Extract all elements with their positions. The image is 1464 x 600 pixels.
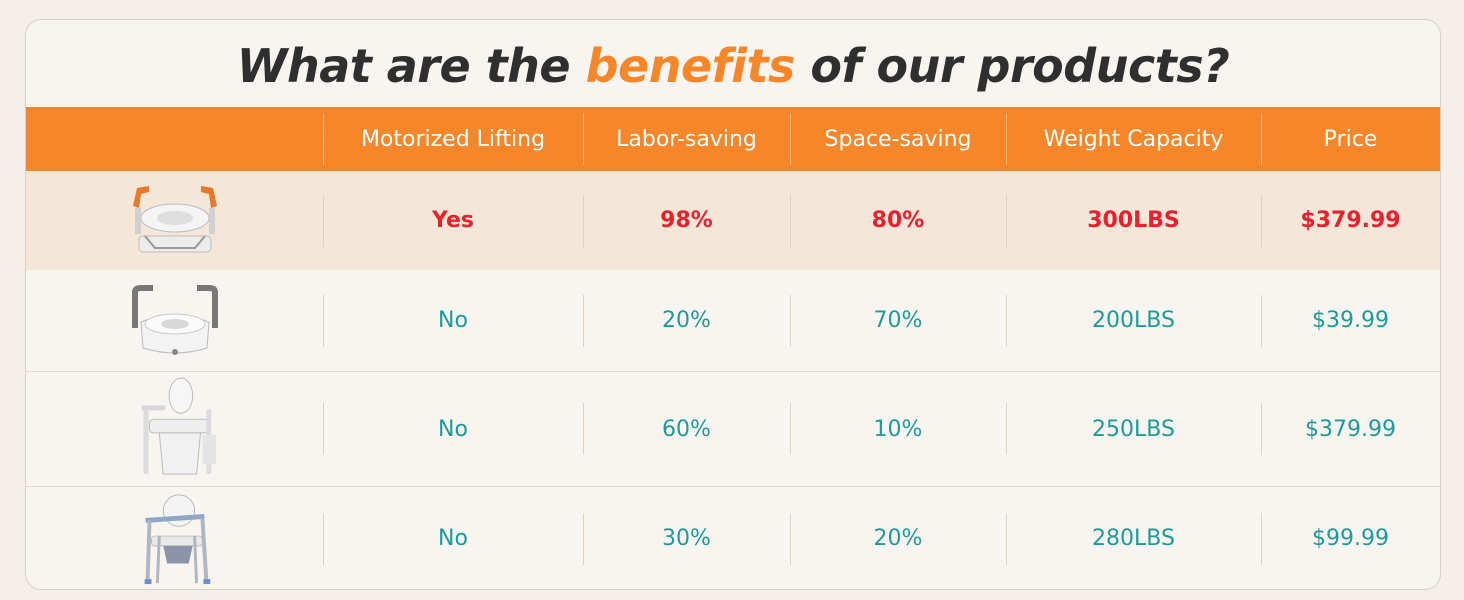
toilet-frame-icon — [141, 377, 216, 475]
comparison-table: Motorized Lifting Labor-saving Space-sav… — [26, 107, 1440, 589]
table-row: No 60% 10% 250LBS $379.99 — [26, 372, 1440, 487]
labor-saving-value: 60% — [583, 403, 790, 455]
weight-capacity-value: 200LBS — [1006, 294, 1261, 347]
page-title: What are the benefits of our products? — [26, 38, 1440, 94]
header-price: Price — [1261, 113, 1440, 165]
header-weight-capacity: Weight Capacity — [1006, 113, 1261, 165]
header-image-column — [26, 113, 323, 165]
space-saving-value: 10% — [790, 403, 1006, 455]
table-row: No 20% 70% 200LBS $39.99 — [26, 270, 1440, 372]
title-start: What are the — [236, 39, 586, 93]
space-saving-value: 80% — [790, 194, 1006, 247]
price-value: $99.99 — [1261, 512, 1440, 565]
commode-chair-icon — [144, 493, 210, 584]
header-space-saving: Space-saving — [790, 113, 1006, 165]
title-highlight: benefits — [585, 39, 796, 93]
table-row: No 30% 20% 280LBS $99.99 — [26, 487, 1440, 589]
table-header: Motorized Lifting Labor-saving Space-sav… — [26, 107, 1440, 171]
motorized-lifting-value: Yes — [323, 194, 583, 247]
product-image-toilet-frame — [26, 375, 323, 483]
product-image-raised-seat — [26, 276, 323, 366]
weight-capacity-value: 300LBS — [1006, 194, 1261, 247]
motorized-lifting-value: No — [323, 403, 583, 455]
labor-saving-value: 30% — [583, 512, 790, 565]
motorized-lifting-value: No — [323, 512, 583, 565]
weight-capacity-value: 280LBS — [1006, 512, 1261, 565]
comparison-card: What are the benefits of our products? M… — [25, 19, 1441, 590]
motorized-lifting-value: No — [323, 294, 583, 347]
space-saving-value: 70% — [790, 294, 1006, 347]
title-end: of our products? — [794, 39, 1230, 93]
price-value: $379.99 — [1261, 194, 1440, 247]
header-labor-saving: Labor-saving — [583, 113, 790, 165]
raised-seat-icon — [131, 284, 218, 355]
product-image-commode-chair — [26, 490, 323, 588]
weight-capacity-value: 250LBS — [1006, 403, 1261, 455]
price-value: $379.99 — [1261, 403, 1440, 455]
price-value: $39.99 — [1261, 294, 1440, 347]
product-image-motorized-riser — [26, 176, 323, 266]
header-motorized-lifting: Motorized Lifting — [323, 113, 583, 165]
motorized-riser-icon — [132, 185, 217, 252]
space-saving-value: 20% — [790, 512, 1006, 565]
table-row: Yes 98% 80% 300LBS $379.99 — [26, 171, 1440, 270]
labor-saving-value: 98% — [583, 194, 790, 247]
labor-saving-value: 20% — [583, 294, 790, 347]
